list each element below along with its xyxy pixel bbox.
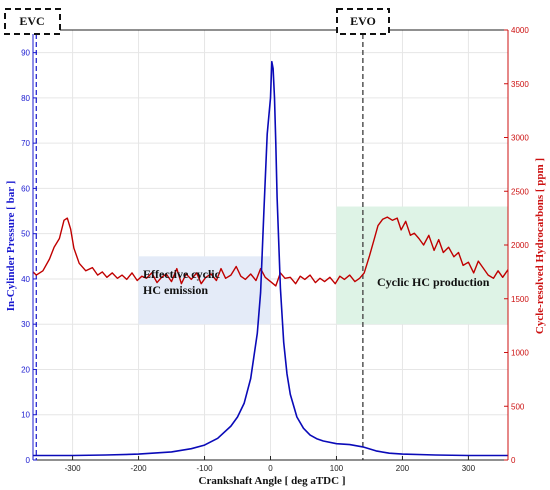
axes: -300 -200 -100 0 100 200 300010203040506070809… (21, 26, 529, 473)
y-right-tick-label: 0 (511, 456, 516, 465)
y-right-tick-label: 3000 (511, 134, 529, 143)
x-tick-label: 0 (268, 464, 273, 473)
x-tick-label: -100 (197, 464, 214, 473)
series-lines (32, 60, 509, 457)
y-left-tick-label: 60 (21, 184, 30, 193)
y-right-axis-label: Cycle-resolved Hydrocarbons [ ppm ] (534, 158, 546, 334)
region-green-label: Cyclic HC production (377, 275, 490, 289)
y-right-tick-label: 1500 (511, 295, 529, 304)
region-green-rect (336, 206, 508, 325)
y-right-tick-label: 3500 (511, 80, 529, 89)
y-left-tick-label: 0 (26, 456, 31, 465)
y-left-tick-label: 10 (21, 411, 30, 420)
highlight-regions (138, 206, 508, 325)
y-left-tick-label: 50 (21, 230, 30, 239)
region-blue-label-line1: Effective cyclic (143, 267, 221, 281)
y-left-tick-label: 30 (21, 320, 30, 329)
x-axis-label: Crankshaft Angle [ deg aTDC ] (199, 475, 346, 487)
x-tick-label: 300 (462, 464, 476, 473)
evc-label: EVC (19, 14, 44, 28)
y-left-tick-label: 20 (21, 365, 30, 374)
y-right-tick-label: 1000 (511, 349, 529, 358)
x-tick-label: 200 (396, 464, 410, 473)
valve-event-markers (35, 34, 364, 460)
x-tick-label: -200 (131, 464, 148, 473)
annotation-labels: Effective cyclic HC emission Cyclic HC p… (4, 8, 546, 487)
x-tick-label: -300 (65, 464, 82, 473)
y-right-tick-label: 4000 (511, 26, 529, 35)
y-right-tick-label: 2000 (511, 241, 529, 250)
y-right-tick-label: 2500 (511, 187, 529, 196)
region-blue-label-line2: HC emission (143, 283, 208, 297)
x-tick-label: 100 (330, 464, 344, 473)
evo-label: EVO (350, 14, 376, 28)
pressure-series-line (33, 60, 508, 457)
y-left-axis-label: In-Cylinder Pressure [ bar ] (5, 181, 17, 312)
evc-label-box (4, 8, 61, 35)
y-left-tick-label: 90 (21, 49, 30, 58)
y-left-tick-label: 80 (21, 94, 30, 103)
evo-label-box (336, 8, 390, 35)
y-left-tick-label: 40 (21, 275, 30, 284)
y-right-tick-label: 500 (511, 402, 525, 411)
hc-series-line (32, 216, 509, 287)
y-left-tick-label: 70 (21, 139, 30, 148)
region-blue-rect (138, 256, 271, 325)
